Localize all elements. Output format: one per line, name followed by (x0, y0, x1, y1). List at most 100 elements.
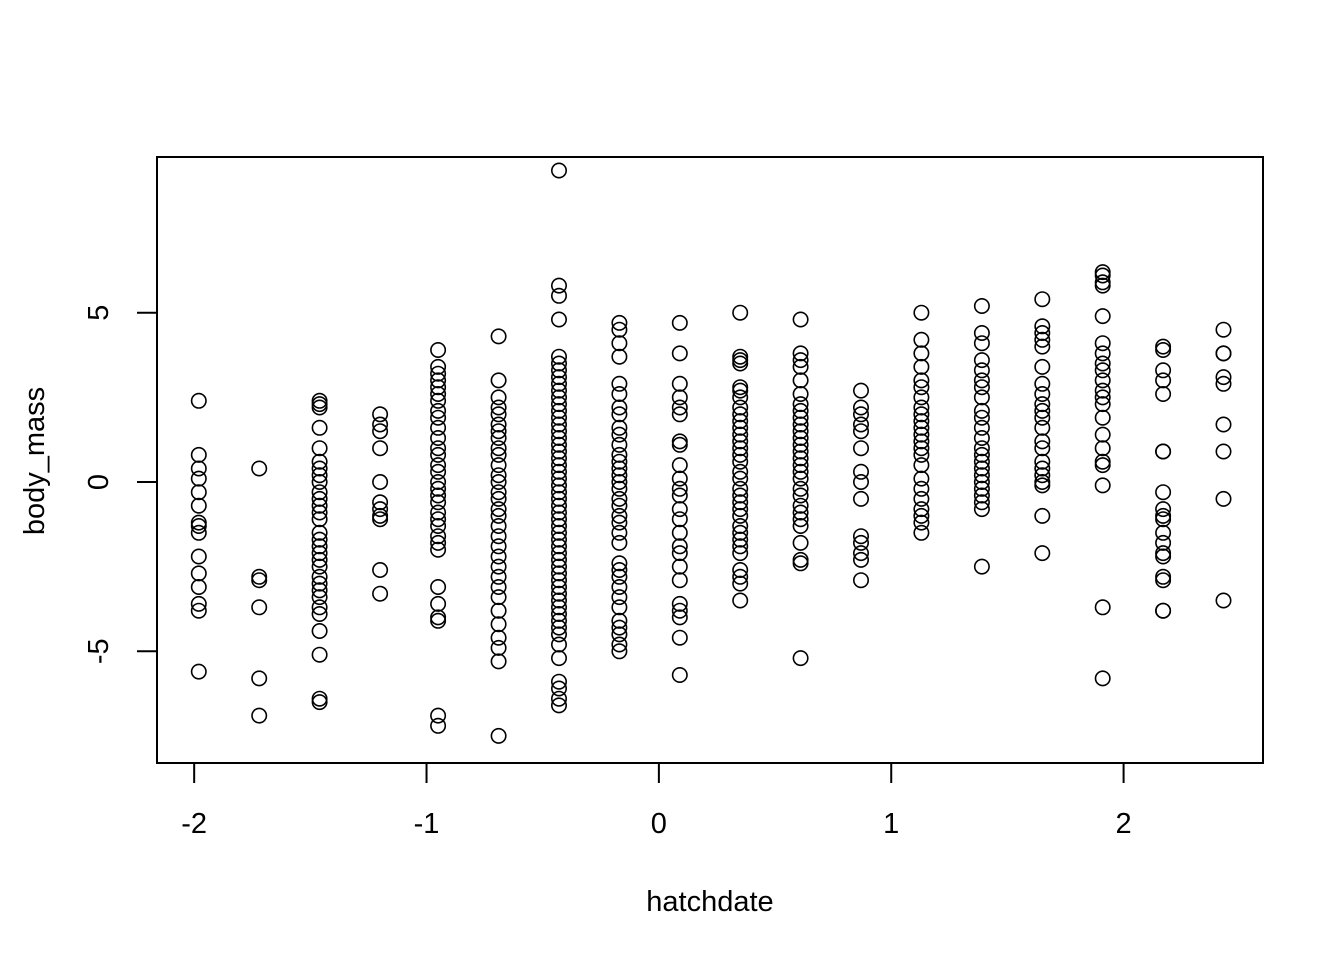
data-point (611, 568, 628, 585)
data-point (732, 413, 749, 430)
data-point (611, 626, 628, 643)
data-point (430, 446, 447, 463)
data-point (611, 599, 628, 616)
data-point (311, 568, 328, 585)
data-point (430, 379, 447, 396)
data-point (550, 565, 567, 582)
data-point (973, 297, 990, 314)
data-point (913, 507, 930, 524)
data-point (732, 440, 749, 457)
data-point (973, 480, 990, 497)
data-point (792, 352, 809, 369)
data-point (913, 304, 930, 321)
data-point (490, 406, 507, 423)
data-point (732, 568, 749, 585)
data-point (852, 572, 869, 589)
data-point (190, 470, 207, 487)
x-tick-label: 1 (883, 808, 899, 840)
data-point (852, 382, 869, 399)
data-point (671, 457, 688, 474)
data-point (490, 467, 507, 484)
data-point (913, 433, 930, 450)
data-point (611, 348, 628, 365)
data-point (973, 473, 990, 490)
data-point (1094, 382, 1111, 399)
data-point (1034, 409, 1051, 426)
data-point (311, 551, 328, 568)
data-point (550, 477, 567, 494)
data-point (792, 423, 809, 440)
data-point (550, 416, 567, 433)
data-point (792, 504, 809, 521)
data-point (490, 328, 507, 345)
data-point (1155, 568, 1172, 585)
data-point (1094, 355, 1111, 372)
data-point (913, 331, 930, 348)
data-point (913, 372, 930, 389)
data-point (792, 470, 809, 487)
data-point (792, 311, 809, 328)
data-point (611, 473, 628, 490)
data-point (490, 473, 507, 490)
data-point (490, 440, 507, 457)
data-point (490, 639, 507, 656)
data-point (1034, 338, 1051, 355)
data-point (913, 457, 930, 474)
data-point (1094, 440, 1111, 457)
data-point (490, 548, 507, 565)
data-point (852, 551, 869, 568)
data-point (792, 487, 809, 504)
data-point (550, 504, 567, 521)
data-point (550, 697, 567, 714)
data-point (611, 643, 628, 660)
data-point (792, 457, 809, 474)
data-point (792, 345, 809, 362)
data-point (311, 582, 328, 599)
data-point (311, 396, 328, 413)
data-point (611, 514, 628, 531)
data-point (190, 446, 207, 463)
data-point (1034, 402, 1051, 419)
data-point (792, 511, 809, 528)
data-point (913, 480, 930, 497)
data-point (611, 534, 628, 551)
data-point (732, 453, 749, 470)
data-point (671, 524, 688, 541)
data-point (973, 440, 990, 457)
data-point (611, 385, 628, 402)
data-point (1034, 318, 1051, 335)
data-point (732, 470, 749, 487)
data-point (611, 375, 628, 392)
data-point (732, 524, 749, 541)
data-point (611, 467, 628, 484)
data-point (430, 473, 447, 490)
data-point (430, 707, 447, 724)
data-point (311, 473, 328, 490)
data-point (430, 392, 447, 409)
data-point (671, 314, 688, 331)
data-point (490, 484, 507, 501)
data-point (550, 605, 567, 622)
data-point (311, 531, 328, 548)
data-point (973, 379, 990, 396)
data-point (611, 490, 628, 507)
data-point (550, 650, 567, 667)
data-point (852, 406, 869, 423)
data-point (611, 480, 628, 497)
data-point (311, 694, 328, 711)
data-point (430, 365, 447, 382)
data-point (973, 372, 990, 389)
data-point (1094, 457, 1111, 474)
data-point (611, 619, 628, 636)
data-point (430, 595, 447, 612)
data-point (913, 490, 930, 507)
data-point (190, 392, 207, 409)
data-point (430, 429, 447, 446)
data-point (671, 375, 688, 392)
data-point (611, 507, 628, 524)
data-point (1155, 372, 1172, 389)
data-point (1155, 443, 1172, 460)
data-point (611, 436, 628, 453)
data-point (1155, 511, 1172, 528)
data-point (852, 416, 869, 433)
